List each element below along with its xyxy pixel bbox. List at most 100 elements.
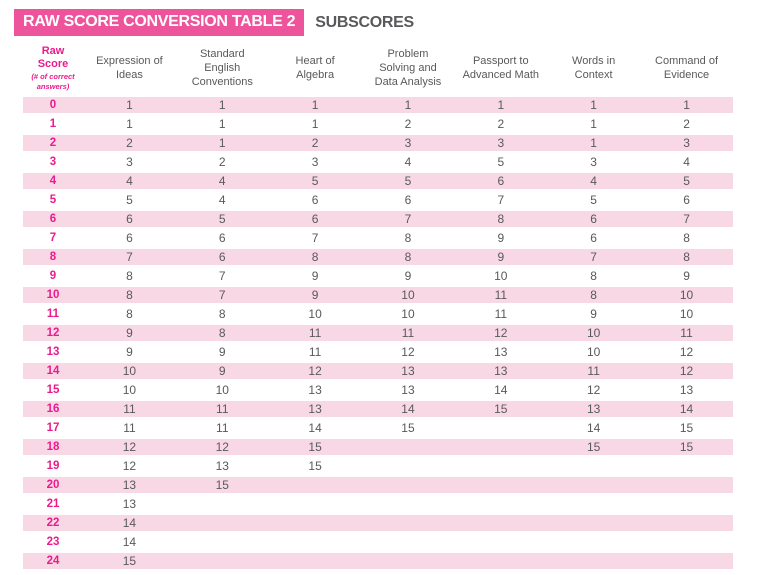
subscore-cell: 15 [268, 437, 362, 458]
subscore-cell: 7 [640, 209, 733, 230]
raw-score-cell: 3 [23, 152, 83, 173]
subscore-cell [547, 551, 641, 572]
subscore-cell: 10 [175, 380, 269, 401]
subscore-cell: 1 [547, 114, 641, 135]
subscore-cell: 1 [268, 114, 362, 135]
raw-score-cell: 0 [23, 97, 83, 116]
table-title-banner: RAW SCORE CONVERSION TABLE 2 [14, 9, 305, 36]
subscore-cell: 9 [175, 342, 269, 363]
subscore-cell: 6 [361, 190, 455, 211]
subscore-cell: 13 [454, 361, 548, 382]
subscore-cell: 13 [361, 361, 455, 382]
subscore-cell: 9 [83, 323, 176, 344]
subscore-cell: 5 [454, 152, 548, 173]
subscore-cell: 14 [83, 513, 176, 534]
subscore-cell: 13 [547, 399, 641, 420]
raw-score-cell: 2 [23, 133, 83, 154]
subscore-cell [361, 456, 455, 477]
subscore-cell: 1 [83, 97, 176, 116]
subscore-cell [361, 475, 455, 496]
subscore-cell: 1 [83, 114, 176, 135]
raw-score-header-label: Raw Score [37, 44, 69, 70]
subscore-cell: 5 [361, 171, 455, 192]
subscore-cell: 9 [83, 342, 176, 363]
subscore-cell: 6 [547, 228, 641, 249]
raw-score-cell: 16 [23, 399, 83, 420]
subscore-cell [361, 494, 455, 515]
column-header: Expression of Ideas [96, 54, 163, 81]
column-header: Words in Context [572, 54, 616, 81]
subscore-cell: 10 [268, 304, 362, 325]
subscore-cell: 11 [175, 399, 269, 420]
table-row: 14 10 9 12 13 13 11 12 [23, 361, 733, 382]
subscore-cell [361, 532, 455, 553]
subscore-cell: 11 [83, 399, 176, 420]
raw-score-cell: 21 [23, 494, 83, 515]
subscore-cell [454, 532, 548, 553]
subscore-cell: 10 [361, 304, 455, 325]
subscore-cell: 4 [640, 152, 733, 173]
raw-score-cell: 10 [23, 285, 83, 306]
subscore-cell: 10 [547, 342, 641, 363]
subscore-cell: 2 [361, 114, 455, 135]
subscore-cell: 13 [640, 380, 733, 401]
subscore-cell: 9 [175, 361, 269, 382]
subscore-cell [454, 475, 548, 496]
table-row: 20 13 15 [23, 475, 733, 496]
subscore-cell [454, 437, 548, 458]
table-row: 9 8 7 9 9 10 8 9 [23, 266, 733, 287]
column-header: Heart of Algebra [295, 54, 335, 81]
subscore-cell: 1 [361, 97, 455, 116]
subscore-cell: 12 [361, 342, 455, 363]
table-row: 17 11 11 14 15 14 15 [23, 418, 733, 439]
subscore-cell: 14 [454, 380, 548, 401]
subscore-cell: 12 [640, 361, 733, 382]
subscore-cell: 15 [547, 437, 641, 458]
table-row: 10 8 7 9 10 11 8 10 [23, 285, 733, 306]
subscore-cell [547, 532, 641, 553]
subscore-cell: 9 [361, 266, 455, 287]
subscore-cell: 7 [547, 247, 641, 268]
subscore-cell: 8 [175, 323, 269, 344]
subscore-cell: 8 [547, 285, 641, 306]
subscore-cell: 15 [640, 437, 733, 458]
subscore-cell: 11 [547, 361, 641, 382]
subscore-cell: 8 [640, 228, 733, 249]
subscore-cell: 6 [268, 190, 362, 211]
table-header: Raw Score (# of correct answers) Express… [23, 41, 733, 97]
subscore-cell: 7 [175, 266, 269, 287]
subscore-cell [361, 551, 455, 572]
subscore-cell: 12 [175, 437, 269, 458]
subscore-cell: 7 [454, 190, 548, 211]
subscore-cell: 7 [268, 228, 362, 249]
subscore-cell: 9 [268, 285, 362, 306]
subscore-cell: 1 [640, 97, 733, 116]
subscore-cell [640, 456, 733, 477]
subscore-cell: 8 [361, 247, 455, 268]
subscore-cell: 2 [268, 133, 362, 154]
subscore-cell [547, 494, 641, 515]
subscore-cell [268, 551, 362, 572]
raw-score-cell: 11 [23, 304, 83, 325]
subscore-cell: 8 [547, 266, 641, 287]
subscore-cell [175, 551, 269, 572]
subscore-cell: 11 [361, 323, 455, 344]
subscore-cell: 5 [640, 171, 733, 192]
subscore-cell: 15 [268, 456, 362, 477]
table-row: 13 9 9 11 12 13 10 12 [23, 342, 733, 363]
subscore-cell [547, 456, 641, 477]
table-row: 12 9 8 11 11 12 10 11 [23, 323, 733, 344]
subscore-cell: 9 [547, 304, 641, 325]
raw-score-cell: 20 [23, 475, 83, 496]
table-row: 22 14 [23, 513, 733, 534]
subscore-cell: 6 [175, 228, 269, 249]
subscore-cell: 11 [268, 323, 362, 344]
subscore-cell: 5 [175, 209, 269, 230]
